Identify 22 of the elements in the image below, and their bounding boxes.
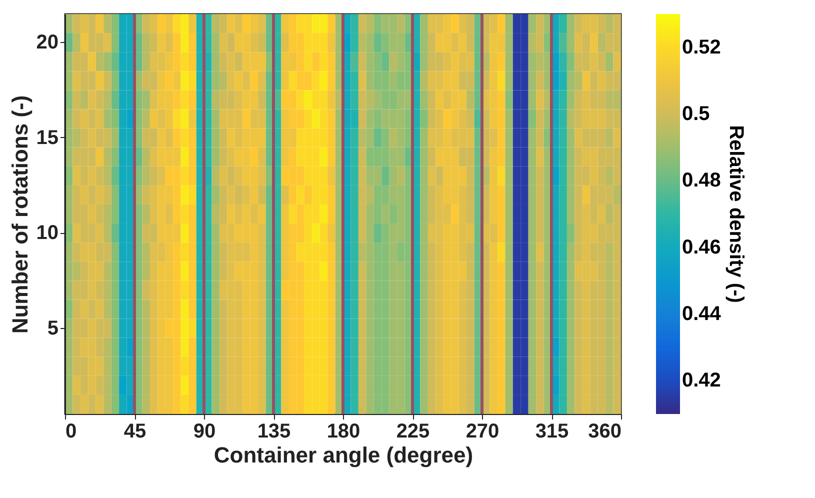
y-axis-title: Number of rotations (-) — [7, 95, 32, 334]
x-tick-label: 0 — [66, 420, 77, 442]
y-tick-label: 10 — [36, 222, 58, 244]
x-tick-label: 270 — [466, 420, 500, 442]
x-tick-label: 315 — [535, 420, 569, 442]
x-tick-label: 360 — [588, 420, 622, 442]
color-bar-label: 0.48 — [682, 170, 721, 192]
x-tick-label: 45 — [124, 420, 146, 442]
y-tick-label: 20 — [36, 32, 58, 54]
color-bar-label: 0.5 — [682, 103, 710, 125]
y-tick-label: 5 — [47, 317, 58, 340]
x-axis-title: Container angle (degree) — [214, 442, 474, 468]
y-tick-label: 15 — [36, 126, 58, 149]
x-tick-label: 180 — [326, 420, 360, 442]
x-tick-label: 225 — [396, 420, 430, 442]
color-bar-title: Relative density (-) — [725, 125, 747, 303]
color-bar-label: 0.42 — [682, 370, 721, 392]
x-tick-label: 135 — [257, 420, 291, 442]
color-bar-label: 0.44 — [682, 303, 722, 325]
x-tick-label: 90 — [193, 420, 216, 442]
color-bar-label: 0.46 — [682, 236, 721, 258]
color-bar-label: 0.52 — [682, 36, 721, 58]
